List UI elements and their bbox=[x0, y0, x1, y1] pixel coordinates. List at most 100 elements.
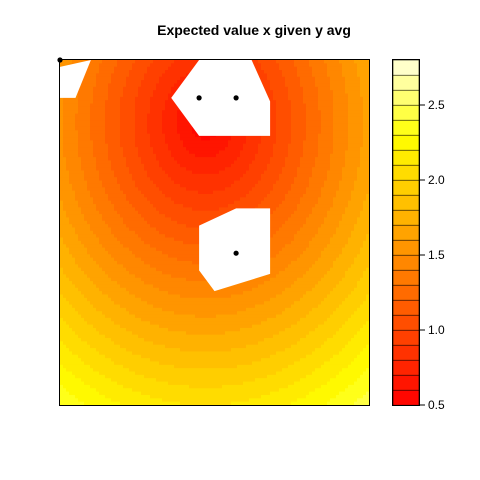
field-cell bbox=[165, 341, 169, 346]
field-cell bbox=[102, 301, 106, 306]
field-cell bbox=[78, 210, 82, 215]
field-cell bbox=[144, 361, 148, 366]
field-cell bbox=[192, 204, 196, 208]
field-cell bbox=[186, 354, 190, 359]
field-cell bbox=[99, 170, 103, 175]
field-cell bbox=[153, 120, 157, 125]
field-cell bbox=[144, 301, 148, 306]
field-cell bbox=[81, 120, 85, 125]
field-cell bbox=[114, 341, 118, 346]
field-cell bbox=[180, 240, 184, 245]
field-cell bbox=[96, 96, 100, 101]
field-cell bbox=[69, 210, 73, 215]
field-cell bbox=[129, 250, 133, 255]
field-cell bbox=[144, 137, 148, 141]
field-cell bbox=[129, 291, 133, 296]
field-cell bbox=[192, 324, 196, 329]
field-cell bbox=[159, 361, 163, 366]
field-cell bbox=[141, 244, 145, 249]
field-cell bbox=[144, 170, 148, 175]
field-cell bbox=[84, 277, 88, 282]
field-cell bbox=[156, 264, 160, 269]
field-cell bbox=[63, 244, 67, 249]
field-cell bbox=[138, 304, 142, 309]
field-cell bbox=[126, 120, 130, 125]
field-cell bbox=[105, 254, 109, 259]
field-cell bbox=[105, 126, 109, 131]
field-cell bbox=[129, 354, 133, 359]
field-cell bbox=[156, 113, 160, 118]
field-cell bbox=[156, 361, 160, 366]
field-cell bbox=[135, 90, 139, 95]
field-cell bbox=[159, 374, 163, 379]
field-cell bbox=[78, 177, 82, 182]
field-cell bbox=[150, 133, 154, 138]
field-cell bbox=[69, 123, 73, 128]
field-cell bbox=[192, 331, 196, 336]
field-cell bbox=[99, 93, 103, 98]
field-cell bbox=[189, 368, 193, 373]
field-cell bbox=[150, 214, 154, 219]
field-cell bbox=[72, 170, 76, 175]
field-cell bbox=[135, 126, 139, 131]
field-cell bbox=[150, 190, 154, 195]
field-cell bbox=[183, 116, 187, 121]
field-cell bbox=[189, 224, 193, 229]
field-cell bbox=[90, 106, 94, 111]
field-cell bbox=[150, 210, 154, 215]
field-cell bbox=[93, 317, 97, 322]
field-cell bbox=[156, 257, 160, 262]
field-cell bbox=[177, 301, 181, 306]
field-cell bbox=[156, 86, 160, 91]
field-cell bbox=[183, 381, 187, 386]
field-cell bbox=[87, 314, 91, 319]
field-cell bbox=[189, 260, 193, 265]
field-cell bbox=[147, 374, 151, 379]
field-cell bbox=[111, 254, 115, 259]
field-cell bbox=[165, 244, 169, 249]
field-cell bbox=[183, 147, 187, 152]
field-cell bbox=[159, 234, 163, 239]
field-cell bbox=[204, 197, 208, 202]
field-cell bbox=[165, 240, 169, 245]
field-cell bbox=[111, 214, 115, 219]
field-cell bbox=[111, 60, 115, 64]
field-cell bbox=[171, 143, 175, 148]
field-cell bbox=[66, 294, 70, 299]
field-cell bbox=[144, 80, 148, 85]
field-cell bbox=[156, 123, 160, 128]
field-cell bbox=[99, 317, 103, 322]
field-cell bbox=[135, 214, 139, 219]
field-cell bbox=[177, 331, 181, 336]
field-cell bbox=[156, 341, 160, 346]
field-cell bbox=[63, 301, 67, 306]
field-cell bbox=[186, 324, 190, 329]
field-cell bbox=[84, 281, 88, 286]
field-cell bbox=[120, 140, 124, 145]
field-cell bbox=[195, 254, 199, 259]
field-cell bbox=[63, 371, 67, 376]
field-cell bbox=[129, 70, 133, 74]
field-cell bbox=[75, 133, 79, 138]
field-cell bbox=[195, 153, 199, 158]
field-cell bbox=[99, 341, 103, 346]
field-cell bbox=[96, 116, 100, 121]
field-cell bbox=[123, 100, 127, 105]
field-cell bbox=[183, 204, 187, 208]
field-cell bbox=[150, 257, 154, 262]
field-cell bbox=[108, 240, 112, 245]
field-cell bbox=[135, 384, 139, 389]
field-cell bbox=[99, 147, 103, 152]
field-cell bbox=[165, 327, 169, 332]
field-cell bbox=[138, 341, 142, 346]
field-cell bbox=[93, 207, 97, 212]
field-cell bbox=[153, 304, 157, 309]
field-cell bbox=[186, 224, 190, 229]
field-cell bbox=[60, 230, 64, 235]
field-cell bbox=[129, 317, 133, 322]
field-cell bbox=[162, 304, 166, 309]
field-cell bbox=[84, 90, 88, 95]
field-cell bbox=[177, 214, 181, 219]
field-cell bbox=[96, 73, 100, 78]
field-cell bbox=[204, 150, 208, 155]
